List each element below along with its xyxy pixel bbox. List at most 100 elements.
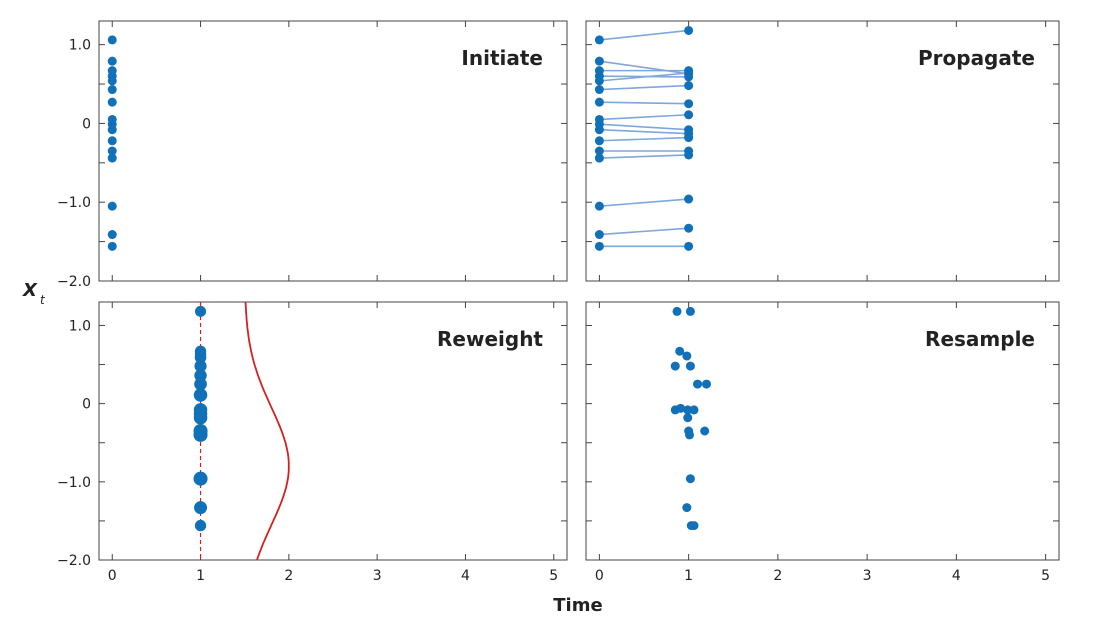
x-tick-label: 5 [549,568,558,584]
x-tick-label: 2 [284,568,293,584]
particle-point [684,223,694,233]
y-axis-title: X [22,280,38,301]
particle-point [684,81,694,91]
particle-point [107,230,117,240]
y-tick-label: 0 [82,116,91,132]
particle-point [107,146,117,156]
trajectory-line [599,84,689,91]
trajectory-line [599,113,689,121]
trajectory-line [599,60,689,75]
particle-point [193,427,208,442]
particle-point [107,97,117,107]
panel-reweight: 0 1 2 3 4 5 1.0 0 −1.0 −2.0 Reweight [57,301,568,584]
particle-point [194,501,208,515]
particle-point [194,519,207,532]
plot-frame [98,20,568,282]
particle-point [684,99,694,109]
panel-resample: 0 1 2 3 4 5 Resample [585,301,1060,584]
x-axis-title: Time [553,595,602,616]
trajectory-line [599,101,689,105]
particle-point [107,85,117,95]
x-tick-label: 4 [461,568,470,584]
particle-point [685,474,695,484]
x-tick-label: 2 [773,568,782,584]
particle-point [684,150,694,160]
x-tick-label: 3 [373,568,382,584]
particle-point [107,136,117,146]
panel-initiate: 1.0 0 −1.0 −2.0 Initiate [57,20,568,290]
particle-point [107,56,117,66]
panel-title: Initiate [461,46,543,70]
particle-point [594,153,604,163]
y-tick-label: −1.0 [57,195,91,211]
x-tick-label: 4 [952,568,961,584]
trajectory-line [599,136,689,142]
particle-point [684,241,694,251]
x-tick-label: 0 [108,568,117,584]
panel-title: Reweight [437,327,543,351]
particle-point [594,241,604,251]
trajectory-line [599,227,689,236]
particle-point [693,379,703,389]
particle-point [193,410,208,425]
x-tick-label: 1 [684,568,693,584]
particle-point [670,361,680,371]
trajectory-line [599,128,689,135]
y-tick-label: −1.0 [57,475,91,491]
particle-point [194,377,207,391]
plot-frame [585,301,1060,561]
particle-point [107,35,117,45]
particle-point [594,97,604,107]
trajectory-line [599,72,689,82]
particle-point [685,430,695,440]
particle-point [594,136,604,146]
particle-point [594,35,604,45]
particle-point [689,405,699,415]
particle-point [194,360,207,373]
plot-frame [585,20,1060,282]
particle-point [685,306,695,316]
particle-point [689,521,699,531]
trajectory-line [599,198,689,207]
particle-point [107,125,117,135]
particle-point [107,201,117,211]
particle-point [594,85,604,95]
particle-point [685,361,695,371]
particle-point [700,426,710,436]
particle-point [594,201,604,211]
particle-point [195,305,207,317]
particle-point [684,194,694,204]
panel-title: Resample [925,327,1035,351]
particle-point [594,76,604,86]
y-tick-label: −2.0 [57,274,91,290]
particle-point [676,403,686,413]
particle-point [594,146,604,156]
particle-point [594,230,604,240]
particle-point [675,346,685,356]
particle-point [193,388,208,402]
particle-point [594,56,604,66]
particle-point [683,413,693,423]
particle-point [107,76,117,86]
trajectory-line [599,123,689,131]
y-tick-label: 0 [82,397,91,413]
particle-point [701,379,711,389]
y-axis-title-subscript: t [40,293,46,307]
particle-point [194,351,207,364]
plot-frame [98,301,568,561]
particle-point [684,68,694,78]
particle-point [672,306,682,316]
panel-title: Propagate [918,46,1035,70]
trajectory-line [599,154,689,159]
particle-point [107,153,117,163]
particle-point [684,133,694,143]
x-tick-label: 0 [595,568,604,584]
trajectory-line [599,29,689,41]
particle-point [594,125,604,135]
y-tick-label: 1.0 [69,318,91,334]
particle-point [682,351,692,361]
particle-point [683,405,693,415]
y-tick-label: −2.0 [57,553,91,569]
panel-propagate: Propagate [585,20,1060,282]
